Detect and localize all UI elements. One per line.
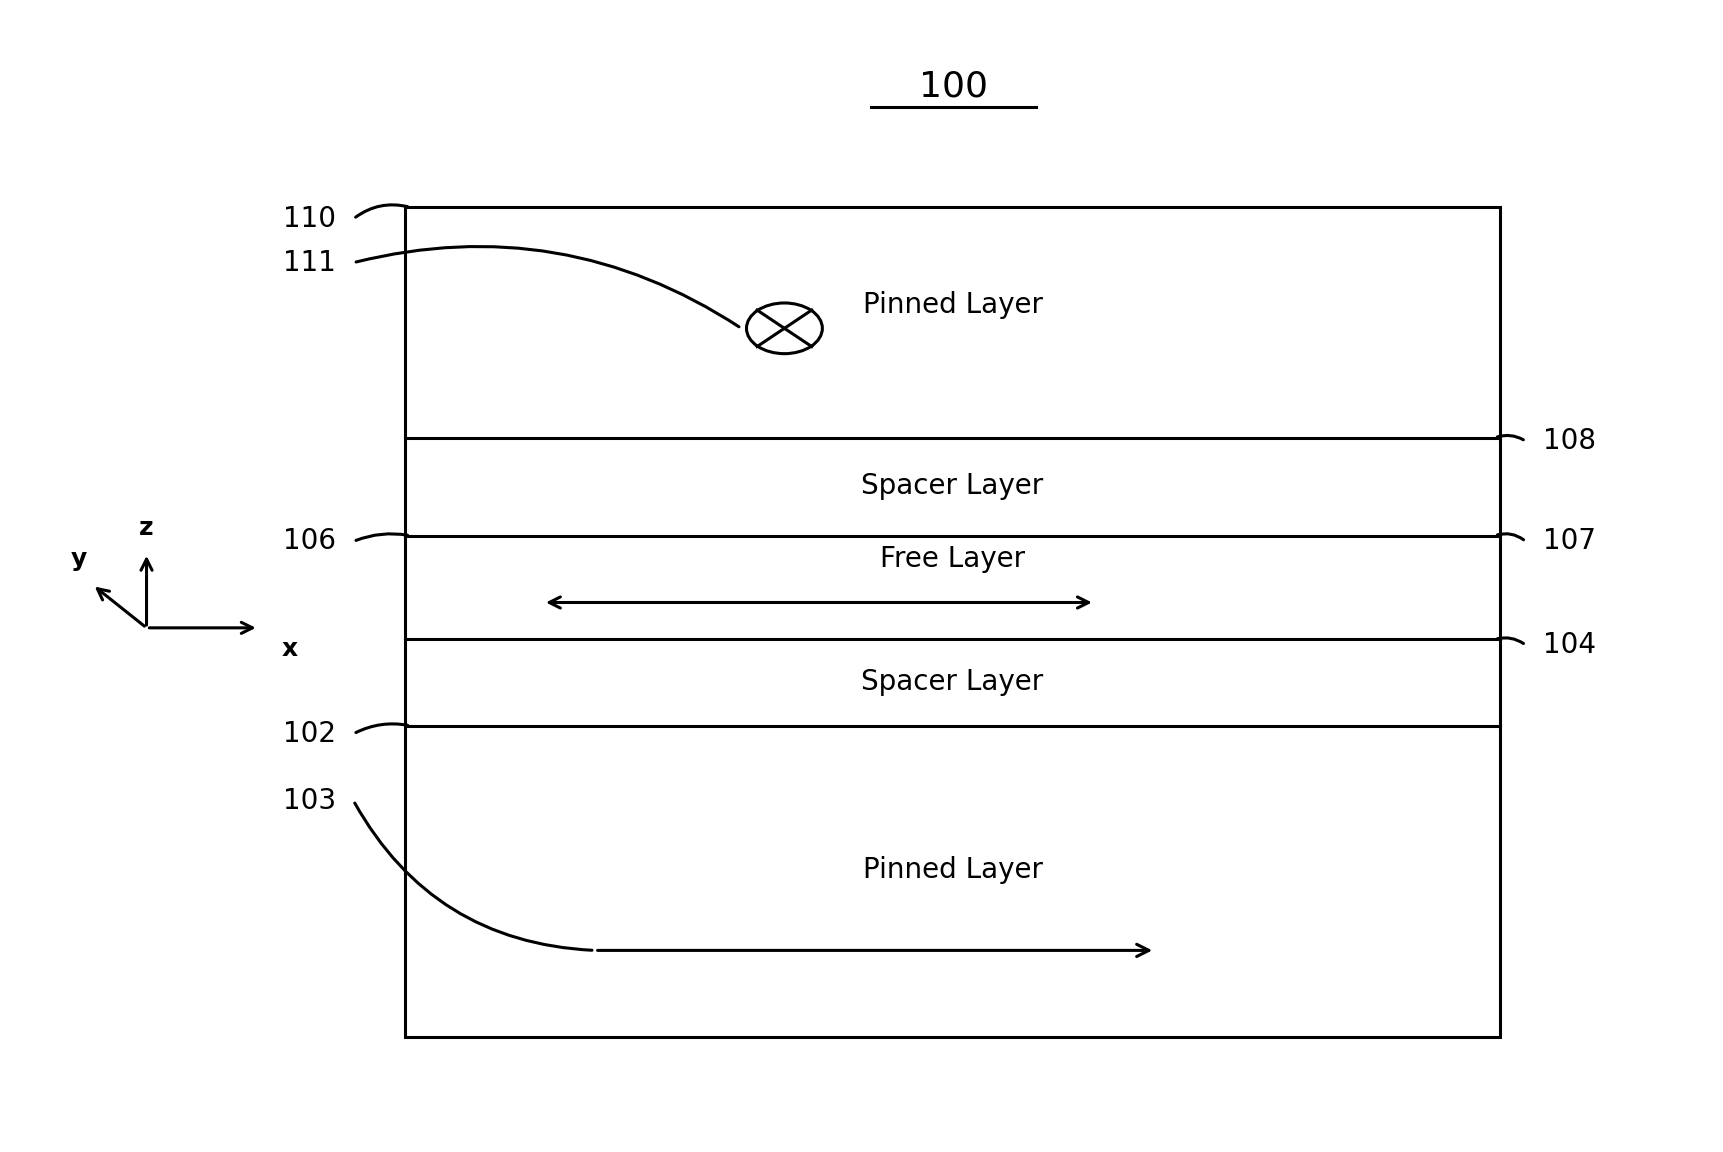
- Text: 110: 110: [283, 205, 336, 233]
- Text: 108: 108: [1542, 427, 1595, 455]
- Text: 102: 102: [283, 720, 336, 748]
- Text: 104: 104: [1542, 631, 1595, 659]
- Text: Pinned Layer: Pinned Layer: [862, 856, 1042, 884]
- Text: Spacer Layer: Spacer Layer: [862, 472, 1042, 500]
- Text: 103: 103: [283, 787, 336, 814]
- Text: 100: 100: [918, 69, 987, 104]
- Text: x: x: [281, 637, 298, 660]
- Text: 106: 106: [283, 528, 336, 555]
- Text: Spacer Layer: Spacer Layer: [862, 668, 1042, 696]
- Text: 111: 111: [283, 249, 336, 276]
- Text: 107: 107: [1542, 528, 1595, 555]
- Text: Free Layer: Free Layer: [879, 545, 1025, 573]
- Text: z: z: [140, 516, 153, 539]
- Text: y: y: [71, 547, 86, 571]
- Text: Pinned Layer: Pinned Layer: [862, 291, 1042, 319]
- Bar: [405, 207, 1499, 1037]
